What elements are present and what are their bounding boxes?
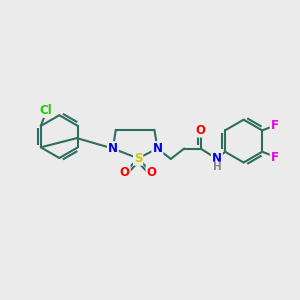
- Text: O: O: [146, 166, 157, 179]
- Text: O: O: [120, 166, 130, 179]
- Text: N: N: [152, 142, 162, 155]
- Text: O: O: [196, 124, 206, 136]
- Text: F: F: [271, 118, 279, 131]
- Text: H: H: [213, 162, 222, 172]
- Text: N: N: [212, 152, 222, 165]
- Text: Cl: Cl: [40, 104, 52, 117]
- Text: F: F: [271, 151, 279, 164]
- Text: S: S: [134, 152, 142, 165]
- Text: N: N: [108, 142, 118, 155]
